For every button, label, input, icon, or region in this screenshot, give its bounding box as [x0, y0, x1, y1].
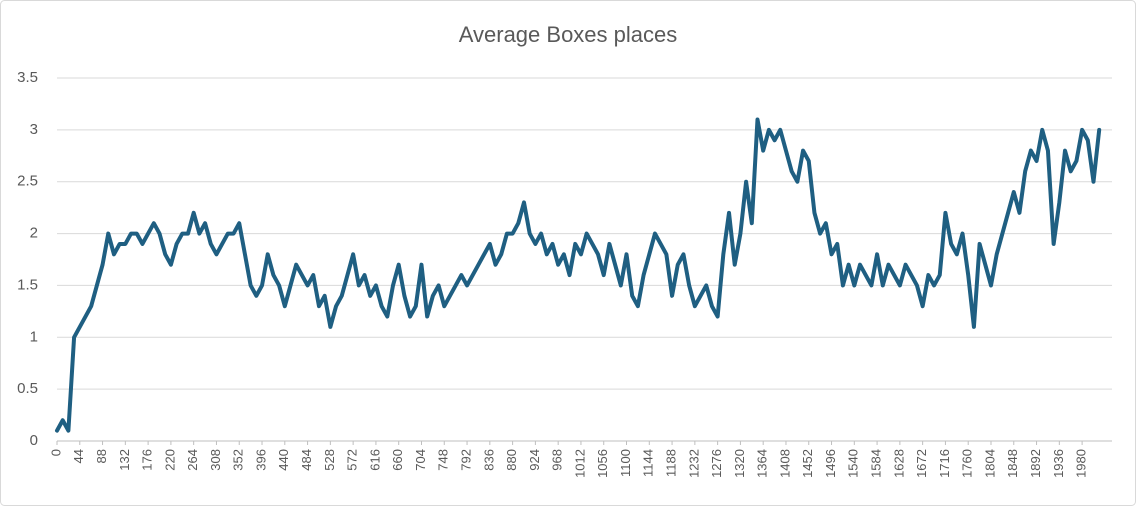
x-tick-label: 1232 — [686, 449, 701, 478]
x-tick-label: 0 — [48, 449, 63, 456]
x-tick-label: 1188 — [664, 449, 679, 477]
x-tick-label: 968 — [550, 449, 565, 471]
x-tick-label: 1100 — [618, 449, 633, 477]
x-tick-label: 1144 — [641, 449, 656, 477]
x-tick-label: 1892 — [1028, 449, 1043, 478]
x-tick-label: 352 — [231, 449, 246, 471]
x-tick-label: 1364 — [755, 449, 770, 478]
y-tick-label: 3.5 — [17, 69, 38, 86]
x-tick-label: 1056 — [595, 449, 610, 478]
x-tick-label: 748 — [436, 449, 451, 471]
y-tick-label: 3 — [30, 121, 38, 138]
x-tick-label: 1408 — [777, 449, 792, 478]
x-tick-label: 220 — [162, 449, 177, 471]
x-tick-label: 1804 — [982, 449, 997, 478]
x-tick-label: 1496 — [823, 449, 838, 478]
x-tick-label: 308 — [208, 449, 223, 471]
x-tick-label: 1012 — [572, 449, 587, 478]
x-tick-label: 440 — [276, 449, 291, 471]
x-tick-label: 176 — [140, 449, 155, 471]
x-tick-label: 396 — [253, 449, 268, 471]
y-tick-label: 0.5 — [17, 380, 38, 397]
x-tick-label: 484 — [299, 449, 314, 471]
x-tick-label: 1320 — [732, 449, 747, 478]
y-tick-label: 1.5 — [17, 276, 38, 293]
y-tick-label: 2 — [30, 225, 38, 242]
chart-title: Average Boxes places — [459, 22, 678, 47]
x-tick-label: 1716 — [937, 449, 952, 478]
x-tick-label: 836 — [481, 449, 496, 471]
x-tick-label: 88 — [94, 449, 109, 463]
x-tick-label: 1540 — [846, 449, 861, 478]
x-tick-label: 1628 — [891, 449, 906, 478]
x-tick-label: 528 — [322, 449, 337, 471]
x-tick-label: 1672 — [914, 449, 929, 478]
x-tick-label: 1980 — [1074, 449, 1089, 478]
x-tick-label: 792 — [458, 449, 473, 471]
y-tick-label: 1 — [30, 328, 38, 345]
x-tick-label: 1452 — [800, 449, 815, 478]
x-tick-label: 1584 — [869, 449, 884, 478]
x-tick-label: 1760 — [960, 449, 975, 478]
x-tick-label: 924 — [527, 449, 542, 471]
x-tick-label: 616 — [367, 449, 382, 471]
x-tick-label: 264 — [185, 449, 200, 471]
y-tick-label: 0 — [30, 432, 38, 449]
x-tick-label: 132 — [117, 449, 132, 471]
x-tick-label: 1936 — [1051, 449, 1066, 478]
x-tick-label: 1276 — [709, 449, 724, 478]
x-tick-label: 704 — [413, 449, 428, 471]
y-tick-label: 2.5 — [17, 173, 38, 190]
x-tick-label: 1848 — [1005, 449, 1020, 478]
x-tick-label: 880 — [504, 449, 519, 471]
x-tick-label: 660 — [390, 449, 405, 471]
line-series — [55, 117, 1102, 433]
x-tick-label: 44 — [71, 449, 86, 463]
x-tick-label: 572 — [345, 449, 360, 471]
